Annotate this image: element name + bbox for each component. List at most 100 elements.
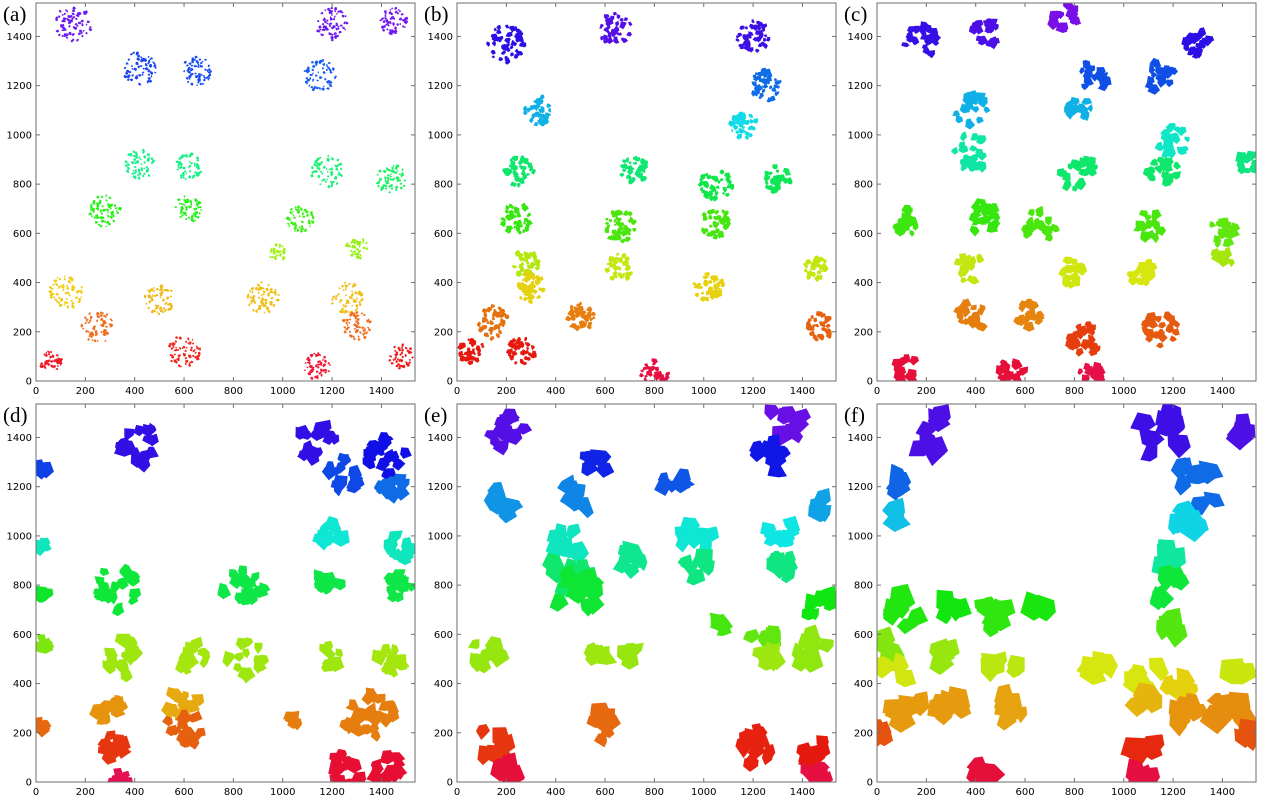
data-point xyxy=(263,304,267,308)
data-point xyxy=(719,178,724,182)
data-point xyxy=(751,19,755,24)
x-tick-label: 600 xyxy=(596,386,615,397)
data-point xyxy=(361,239,365,242)
data-point xyxy=(749,440,766,455)
data-point xyxy=(613,209,621,217)
data-point xyxy=(333,34,338,39)
data-point xyxy=(186,658,199,667)
cluster xyxy=(885,463,912,501)
data-point xyxy=(1225,426,1253,451)
data-point xyxy=(71,305,75,309)
y-tick-label: 400 xyxy=(854,679,873,690)
data-point xyxy=(699,285,703,290)
data-point xyxy=(194,219,197,222)
cluster xyxy=(285,205,315,233)
cluster xyxy=(375,164,407,194)
data-point xyxy=(713,288,720,295)
data-point xyxy=(511,29,514,33)
data-point xyxy=(703,182,707,187)
data-point xyxy=(348,318,352,321)
x-tick-label: 400 xyxy=(966,787,985,798)
data-point xyxy=(898,218,908,229)
data-point xyxy=(586,324,592,330)
data-point xyxy=(760,69,765,74)
data-point xyxy=(36,719,42,733)
data-point xyxy=(457,344,464,351)
data-point xyxy=(127,58,131,61)
data-point xyxy=(1013,376,1022,381)
data-point xyxy=(1078,103,1086,113)
data-point xyxy=(152,61,154,64)
data-point xyxy=(334,7,338,11)
data-point xyxy=(534,122,538,126)
data-point xyxy=(354,317,357,320)
data-point xyxy=(197,647,210,657)
data-point xyxy=(952,110,961,117)
data-point xyxy=(757,72,763,78)
data-point xyxy=(486,321,490,325)
cluster xyxy=(313,569,346,595)
data-point xyxy=(1026,313,1033,318)
data-point xyxy=(358,301,361,303)
cluster xyxy=(1126,258,1158,287)
data-point xyxy=(181,203,184,205)
data-point xyxy=(178,160,181,164)
data-point xyxy=(337,10,340,14)
data-point xyxy=(281,245,285,248)
data-point xyxy=(95,330,98,332)
data-point xyxy=(496,314,500,319)
data-point xyxy=(766,185,774,191)
data-point xyxy=(761,78,765,84)
data-point xyxy=(400,186,403,190)
data-point xyxy=(804,593,823,610)
data-point xyxy=(360,312,364,315)
data-point xyxy=(751,723,763,739)
data-point xyxy=(88,312,91,315)
data-point xyxy=(71,302,75,305)
data-point xyxy=(68,294,71,297)
data-point xyxy=(774,190,778,194)
data-point xyxy=(520,360,525,365)
cluster xyxy=(604,209,637,244)
data-point xyxy=(1079,157,1087,165)
data-point xyxy=(632,219,637,226)
data-point xyxy=(337,293,340,296)
data-point xyxy=(117,699,127,711)
data-point xyxy=(56,361,60,365)
data-point xyxy=(521,169,526,177)
data-point xyxy=(156,294,159,297)
y-tick-label: 1200 xyxy=(428,482,453,493)
data-point xyxy=(63,275,66,277)
data-point xyxy=(274,251,277,254)
data-point xyxy=(752,37,759,42)
x-tick-label: 200 xyxy=(76,386,95,397)
data-point xyxy=(334,531,346,543)
data-point xyxy=(169,307,173,311)
data-point xyxy=(373,693,386,704)
data-point xyxy=(262,290,266,294)
data-point xyxy=(818,638,834,653)
data-point xyxy=(798,633,818,654)
y-tick-label: 1400 xyxy=(7,32,32,43)
data-point xyxy=(338,173,342,177)
data-point xyxy=(818,274,823,280)
data-point xyxy=(331,157,334,161)
data-point xyxy=(283,711,297,720)
data-point xyxy=(654,366,659,372)
data-point xyxy=(1214,241,1221,248)
x-tick-label: 1200 xyxy=(319,787,344,798)
data-point xyxy=(1211,254,1220,262)
cluster xyxy=(330,281,364,314)
x-tick-label: 800 xyxy=(645,787,664,798)
data-point xyxy=(197,206,200,209)
data-point xyxy=(907,368,917,379)
data-point xyxy=(92,327,96,331)
data-point xyxy=(39,537,51,547)
data-point xyxy=(290,221,293,225)
data-point xyxy=(152,309,155,312)
cluster xyxy=(677,548,715,586)
data-point xyxy=(493,27,498,32)
data-point xyxy=(491,55,495,59)
cluster xyxy=(303,59,337,92)
data-point xyxy=(511,163,517,169)
